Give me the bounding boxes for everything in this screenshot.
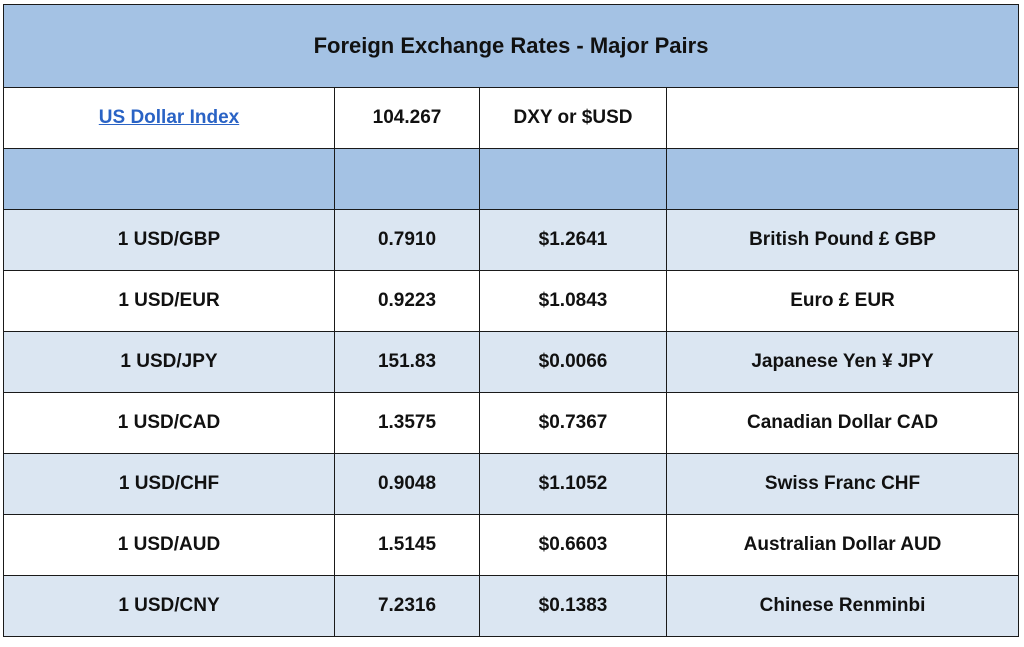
- usd-value-cell: $0.6603: [479, 514, 667, 576]
- usd-value-cell: $0.1383: [479, 575, 667, 637]
- currency-cell: Euro £ EUR: [665, 270, 1020, 332]
- table-row: 1 USD/CHF 0.9048 $1.1052 Swiss Franc CHF: [3, 453, 1020, 515]
- spacer-cell: [3, 148, 335, 210]
- pair-cell: 1 USD/CHF: [3, 453, 335, 515]
- spacer-cell: [334, 148, 480, 210]
- currency-cell: Chinese Renminbi: [665, 575, 1020, 637]
- rate-cell: 151.83: [334, 331, 480, 393]
- currency-cell: Japanese Yen ¥ JPY: [665, 331, 1020, 393]
- table-row: 1 USD/CNY 7.2316 $0.1383 Chinese Renminb…: [3, 575, 1020, 637]
- dollar-index-symbol: DXY or $USD: [479, 87, 667, 149]
- us-dollar-index-link[interactable]: US Dollar Index: [98, 107, 240, 128]
- table-row: 1 USD/JPY 151.83 $0.0066 Japanese Yen ¥ …: [3, 331, 1020, 393]
- table-row: 1 USD/GBP 0.7910 $1.2641 British Pound £…: [3, 209, 1020, 271]
- spacer-cell: [665, 148, 1020, 210]
- spacer-row: [3, 148, 1020, 210]
- rate-cell: 0.9048: [334, 453, 480, 515]
- pair-cell: 1 USD/CNY: [3, 575, 335, 637]
- pair-cell: 1 USD/JPY: [3, 331, 335, 393]
- currency-cell: Australian Dollar AUD: [665, 514, 1020, 576]
- rate-cell: 0.9223: [334, 270, 480, 332]
- dollar-index-extra: [665, 87, 1020, 149]
- pair-cell: 1 USD/GBP: [3, 209, 335, 271]
- usd-value-cell: $1.1052: [479, 453, 667, 515]
- rate-cell: 1.3575: [334, 392, 480, 454]
- rate-cell: 0.7910: [334, 209, 480, 271]
- usd-value-cell: $1.2641: [479, 209, 667, 271]
- table-row: 1 USD/EUR 0.9223 $1.0843 Euro £ EUR: [3, 270, 1020, 332]
- dollar-index-value: 104.267: [334, 87, 480, 149]
- rate-cell: 1.5145: [334, 514, 480, 576]
- spacer-cell: [479, 148, 667, 210]
- exchange-rates-table: Foreign Exchange Rates - Major Pairs US …: [2, 4, 1020, 637]
- pair-cell: 1 USD/AUD: [3, 514, 335, 576]
- rate-cell: 7.2316: [334, 575, 480, 637]
- dollar-index-row: US Dollar Index 104.267 DXY or $USD: [3, 87, 1020, 149]
- currency-cell: Canadian Dollar CAD: [665, 392, 1020, 454]
- pair-cell: 1 USD/EUR: [3, 270, 335, 332]
- currency-cell: Swiss Franc CHF: [665, 453, 1020, 515]
- usd-value-cell: $0.7367: [479, 392, 667, 454]
- pair-cell: 1 USD/CAD: [3, 392, 335, 454]
- currency-cell: British Pound £ GBP: [665, 209, 1020, 271]
- usd-value-cell: $0.0066: [479, 331, 667, 393]
- dollar-index-cell: US Dollar Index: [3, 87, 335, 149]
- title-row: Foreign Exchange Rates - Major Pairs: [2, 4, 1020, 88]
- table-row: 1 USD/CAD 1.3575 $0.7367 Canadian Dollar…: [3, 392, 1020, 454]
- table-row: 1 USD/AUD 1.5145 $0.6603 Australian Doll…: [3, 514, 1020, 576]
- table-title: Foreign Exchange Rates - Major Pairs: [2, 4, 1020, 88]
- usd-value-cell: $1.0843: [479, 270, 667, 332]
